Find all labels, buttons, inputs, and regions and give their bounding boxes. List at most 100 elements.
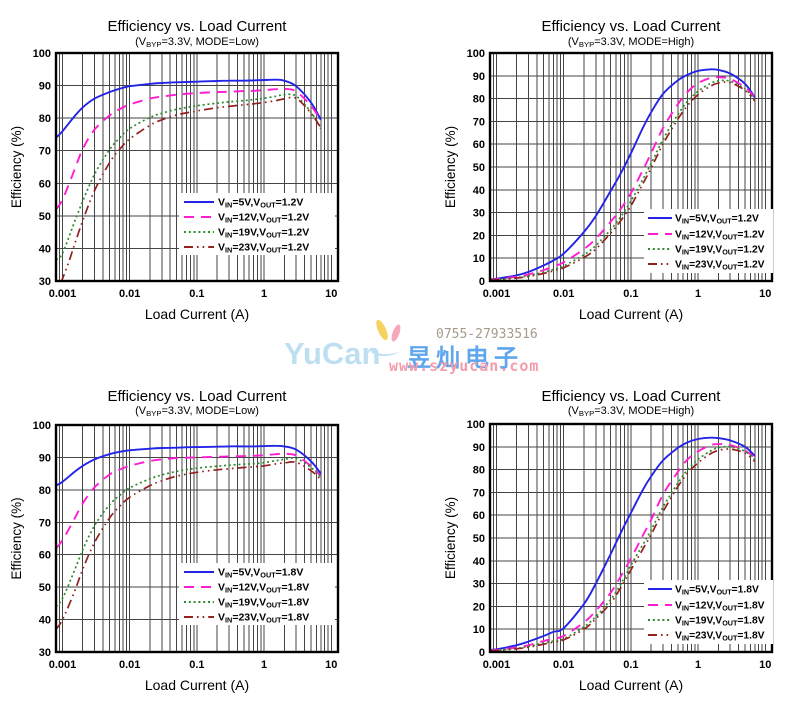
chart-svg-bottom-right: 0 10 20 30 40 50 60 70 80 90 100 0.001 0.01 0.1 1 10 Eff…: [443, 388, 774, 693]
legend: VIN=5V,VOUT=1.2V VIN=12V,VOUT=1.2V VIN=19V…: [644, 209, 773, 273]
x-axis-title: Load Current (A): [579, 677, 683, 693]
chart-subtitle: (VBYP=3.3V, MODE=High): [568, 36, 694, 49]
x-tick-label: 0.01: [553, 659, 574, 671]
y-tick-label: 60: [39, 178, 51, 190]
plot-frame: [488, 422, 774, 654]
y-axis-title: Efficiency (%): [443, 126, 458, 208]
x-tick-label: 0.01: [119, 288, 140, 300]
plot-frame: [54, 423, 340, 654]
chart-subtitle: (VBYP=3.3V, MODE=High): [568, 405, 694, 418]
chart-bottom-right: 0 10 20 30 40 50 60 70 80 90 100 0.001 0.01 0.1 1 10 Eff…: [405, 380, 811, 710]
chart-subtitle: (VBYP=3.3V, MODE=Low): [135, 405, 259, 418]
curve-bottom-right-series-2: [490, 445, 756, 652]
x-tick-label: 0.001: [49, 659, 77, 671]
y-tick-label: 100: [467, 419, 485, 431]
y-tick-label: 50: [473, 533, 485, 545]
y-tick-label: 70: [473, 116, 485, 128]
x-axis-title: Load Current (A): [145, 306, 249, 322]
x-tick-label: 0.001: [483, 288, 511, 300]
plot-frame: [488, 51, 774, 283]
curve-top-left-series-0: [56, 78, 322, 139]
chart-top-right: 0 10 20 30 40 50 60 70 80 90 100 0.001 0.01 0.1 1 10 Eff…: [405, 0, 811, 330]
y-axis-title: Efficiency (%): [9, 497, 24, 579]
x-tick-label: 0.1: [623, 659, 638, 671]
y-tick-label: 20: [473, 601, 485, 613]
y-tick-label: 80: [39, 113, 51, 125]
y-tick-label: 30: [473, 579, 485, 591]
chart-bottom-left: 30 40 50 60 70 80 90 100 0.001 0.01 0.1 1 10 Efficien…: [0, 380, 406, 710]
curves: [56, 444, 322, 630]
y-tick-label: 40: [39, 243, 51, 255]
y-tick-label: 90: [473, 71, 485, 83]
y-tick-label: 80: [473, 94, 485, 106]
x-tick-label: 10: [759, 288, 771, 300]
legend-label: VIN=5V,VOUT=1.8V: [218, 567, 303, 580]
y-tick-label: 40: [473, 185, 485, 197]
y-tick-label: 90: [39, 452, 51, 464]
curve-bottom-left-series-2: [56, 457, 322, 608]
x-tick-label: 0.01: [119, 659, 140, 671]
x-tick-label: 1: [695, 288, 701, 300]
x-tick-label: 10: [325, 659, 337, 671]
legend-label: VIN=5V,VOUT=1.8V: [675, 585, 759, 597]
curve-bottom-left-series-0: [56, 444, 322, 487]
x-tick-label: 1: [261, 659, 267, 671]
y-tick-label: 50: [39, 211, 51, 223]
legend-label: VIN=5V,VOUT=1.2V: [675, 214, 759, 226]
y-tick-label: 40: [473, 556, 485, 568]
y-tick-label: 10: [473, 624, 485, 636]
y-tick-label: 40: [39, 615, 51, 627]
y-tick-label: 30: [39, 276, 51, 288]
legend-label: VIN=19V,VOUT=1.2V: [218, 227, 309, 240]
x-tick-label: 0.001: [49, 288, 77, 300]
curve-top-right-series-2: [490, 79, 756, 281]
curve-bottom-left-series-3: [56, 460, 322, 630]
y-tick-label: 60: [39, 550, 51, 562]
curve-top-right-series-1: [490, 76, 756, 281]
legend-label: VIN=5V,VOUT=1.2V: [218, 197, 303, 210]
legend-label: VIN=23V,VOUT=1.2V: [675, 260, 765, 272]
y-tick-label: 90: [39, 81, 51, 93]
y-tick-label: 60: [473, 139, 485, 151]
curves: [490, 436, 756, 652]
curve-top-right-series-0: [490, 68, 756, 281]
x-axis-title: Load Current (A): [145, 677, 249, 693]
curve-bottom-right-series-3: [490, 448, 756, 652]
curve-bottom-left-series-1: [56, 452, 322, 549]
x-tick-label: 1: [261, 288, 267, 300]
watermark-brand-logo-text: YuCan: [284, 336, 381, 371]
y-tick-label: 80: [39, 485, 51, 497]
legend: VIN=5V,VOUT=1.8V VIN=12V,VOUT=1.8V VIN=19V…: [179, 563, 335, 625]
chart-title: Efficiency vs. Load Current: [108, 18, 288, 35]
x-tick-label: 0.1: [189, 659, 204, 671]
y-tick-label: 100: [467, 48, 485, 60]
y-tick-label: 90: [473, 442, 485, 454]
y-tick-label: 0: [479, 276, 485, 288]
legend-label: VIN=19V,VOUT=1.2V: [675, 245, 765, 257]
legend-label: VIN=12V,VOUT=1.8V: [675, 601, 765, 613]
chart-title: Efficiency vs. Load Current: [542, 18, 722, 35]
y-tick-label: 100: [33, 420, 51, 432]
plot-frame: [54, 51, 340, 283]
x-tick-label: 10: [759, 659, 771, 671]
y-axis-title: Efficiency (%): [9, 126, 24, 208]
chart-title: Efficiency vs. Load Current: [108, 388, 288, 405]
y-tick-label: 0: [479, 647, 485, 659]
y-tick-label: 70: [39, 146, 51, 158]
curve-top-left-series-3: [60, 96, 322, 282]
y-tick-label: 50: [39, 582, 51, 594]
curve-top-left-series-1: [56, 87, 322, 210]
curve-bottom-right-series-1: [490, 443, 756, 652]
chart-svg-top-right: 0 10 20 30 40 50 60 70 80 90 100 0.001 0.01 0.1 1 10 Eff…: [443, 18, 774, 322]
legend-label: VIN=23V,VOUT=1.8V: [218, 612, 309, 625]
y-tick-label: 70: [473, 487, 485, 499]
x-tick-label: 10: [325, 288, 337, 300]
chart-top-left: 30 40 50 60 70 80 90 100 0.001 0.01 0.1 1 10 Efficien…: [0, 0, 406, 330]
legend: VIN=5V,VOUT=1.2V VIN=12V,VOUT=1.2V VIN=19V…: [179, 193, 335, 255]
y-tick-label: 50: [473, 162, 485, 174]
y-tick-label: 30: [39, 647, 51, 659]
watermark-brand-chinese: 昱灿电子: [407, 345, 523, 372]
legend-label: VIN=23V,VOUT=1.2V: [218, 242, 309, 255]
curves: [56, 78, 322, 282]
